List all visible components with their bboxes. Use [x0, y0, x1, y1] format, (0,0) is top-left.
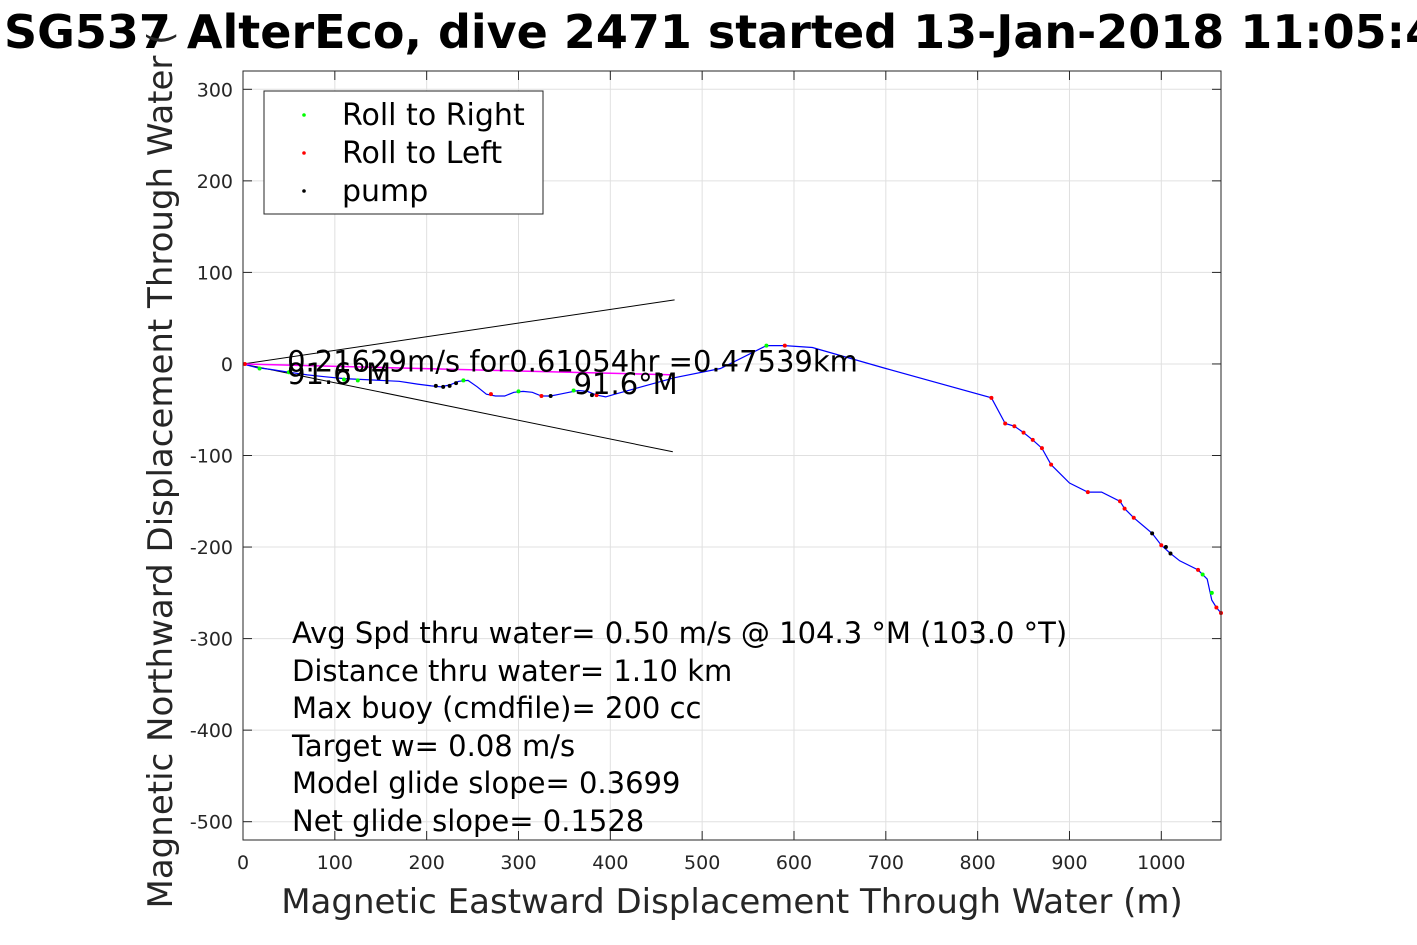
- pump-point: [548, 393, 553, 398]
- roll-left-point: [1085, 490, 1090, 495]
- stat-distance: Distance thru water= 1.10 km: [292, 654, 732, 688]
- y-tick-label: -200: [190, 537, 233, 559]
- pump-point: [1168, 551, 1173, 556]
- y-tick-label: 200: [197, 171, 233, 193]
- grid: [242, 71, 1221, 840]
- annotation-label: 91.6°M: [574, 367, 678, 401]
- roll-right-point: [1209, 590, 1214, 595]
- roll-left-point: [1159, 543, 1164, 548]
- annotation-label: 0.21629m/s for0.61054hr =0.47539km: [287, 344, 858, 378]
- legend-marker-roll-left: [302, 151, 306, 155]
- stat-avg-speed: Avg Spd thru water= 0.50 m/s @ 104.3 °M …: [292, 616, 1067, 650]
- roll-right-point: [286, 370, 291, 375]
- x-axis-label: Magnetic Eastward Displacement Through W…: [281, 882, 1183, 922]
- x-tick-label: 800: [960, 852, 996, 874]
- legend-label-roll-right: Roll to Right: [342, 98, 525, 133]
- pump-point: [447, 383, 452, 388]
- y-tick-label: -400: [190, 720, 233, 742]
- roll-left-point: [1030, 437, 1035, 442]
- roll-right-point: [764, 343, 769, 348]
- roll-left-point: [1039, 446, 1044, 451]
- roll-left-point: [782, 343, 787, 348]
- x-tick-label: 400: [592, 852, 628, 874]
- series: [242, 299, 1223, 615]
- roll-left-point: [1021, 430, 1026, 435]
- x-tick-label: 1000: [1137, 852, 1185, 874]
- roll-left-point: [1117, 499, 1122, 504]
- heading-cone-line: [242, 299, 675, 365]
- roll-right-point: [461, 378, 466, 383]
- roll-left-point: [1003, 421, 1008, 426]
- stat-target-w: Target w= 0.08 m/s: [291, 729, 575, 763]
- pump-point: [454, 381, 459, 386]
- x-tick-label: 600: [776, 852, 812, 874]
- pump-point: [1150, 531, 1155, 536]
- plot-frame: [242, 70, 1222, 841]
- pump-point: [441, 384, 446, 389]
- y-tick-label: -300: [190, 629, 233, 651]
- x-tick-label: 300: [500, 852, 536, 874]
- roll-right-point: [571, 388, 576, 393]
- x-tick-label: 500: [684, 852, 720, 874]
- pump-point: [589, 393, 594, 398]
- roll-left-point: [488, 392, 493, 397]
- pump-point: [658, 372, 663, 377]
- y-tick-label: -500: [190, 812, 233, 834]
- legend-marker-pump: [302, 189, 306, 193]
- roll-left-point: [594, 393, 599, 398]
- roll-right-point: [516, 389, 521, 394]
- stat-max-buoy: Max buoy (cmdfile)= 200 cc: [292, 691, 701, 725]
- roll-left-point: [242, 361, 247, 366]
- heading-cone-line: [242, 363, 673, 453]
- legend: Roll to Right Roll to Left pump: [263, 90, 544, 215]
- legend-marker-roll-right: [302, 113, 306, 117]
- annotation-label: 91.6°M: [287, 357, 391, 391]
- roll-left-point: [1012, 424, 1017, 429]
- pump-point: [433, 383, 438, 388]
- x-tick-label: 900: [1051, 852, 1087, 874]
- chart-title: SG537 AlterEco, dive 2471 started 13-Jan…: [4, 5, 1417, 59]
- x-tick-label: 0: [237, 852, 249, 874]
- roll-left-point: [1049, 462, 1054, 467]
- y-tick-label: 0: [221, 354, 233, 376]
- legend-label-roll-left: Roll to Left: [342, 136, 502, 171]
- annotations: 0.21629m/s for0.61054hr =0.47539km91.6°M…: [287, 344, 858, 401]
- pump-point: [1163, 545, 1168, 550]
- y-tick-label: 100: [197, 262, 233, 284]
- roll-right-point: [355, 378, 360, 383]
- current-vector-line: [242, 363, 675, 376]
- stat-model-glide-slope: Model glide slope= 0.3699: [292, 766, 680, 800]
- legend-label-pump: pump: [342, 174, 428, 209]
- roll-left-point: [1196, 567, 1201, 572]
- roll-left-point: [1131, 515, 1136, 520]
- roll-right-point: [257, 366, 262, 371]
- y-tick-label: 300: [197, 79, 233, 101]
- roll-left-point: [539, 393, 544, 398]
- axis-ticks: 0 100 200 300 400 500 600 700 800 900 100030020010…: [190, 71, 1221, 874]
- roll-left-point: [989, 395, 994, 400]
- legend-box: [263, 90, 544, 215]
- x-tick-label: 700: [868, 852, 904, 874]
- roll-left-point: [1122, 506, 1127, 511]
- stats-block: Avg Spd thru water= 0.50 m/s @ 104.3 °M …: [291, 616, 1067, 838]
- roll-right-point: [342, 377, 347, 382]
- x-tick-label: 100: [317, 852, 353, 874]
- y-tick-label: -100: [190, 446, 233, 468]
- x-tick-label: 200: [409, 852, 445, 874]
- y-axis-label: Magnetic Northward Displacement Through …: [141, 32, 181, 909]
- stat-net-glide-slope: Net glide slope= 0.1528: [292, 804, 644, 838]
- roll-left-point: [1214, 605, 1219, 610]
- roll-right-point: [1200, 572, 1205, 577]
